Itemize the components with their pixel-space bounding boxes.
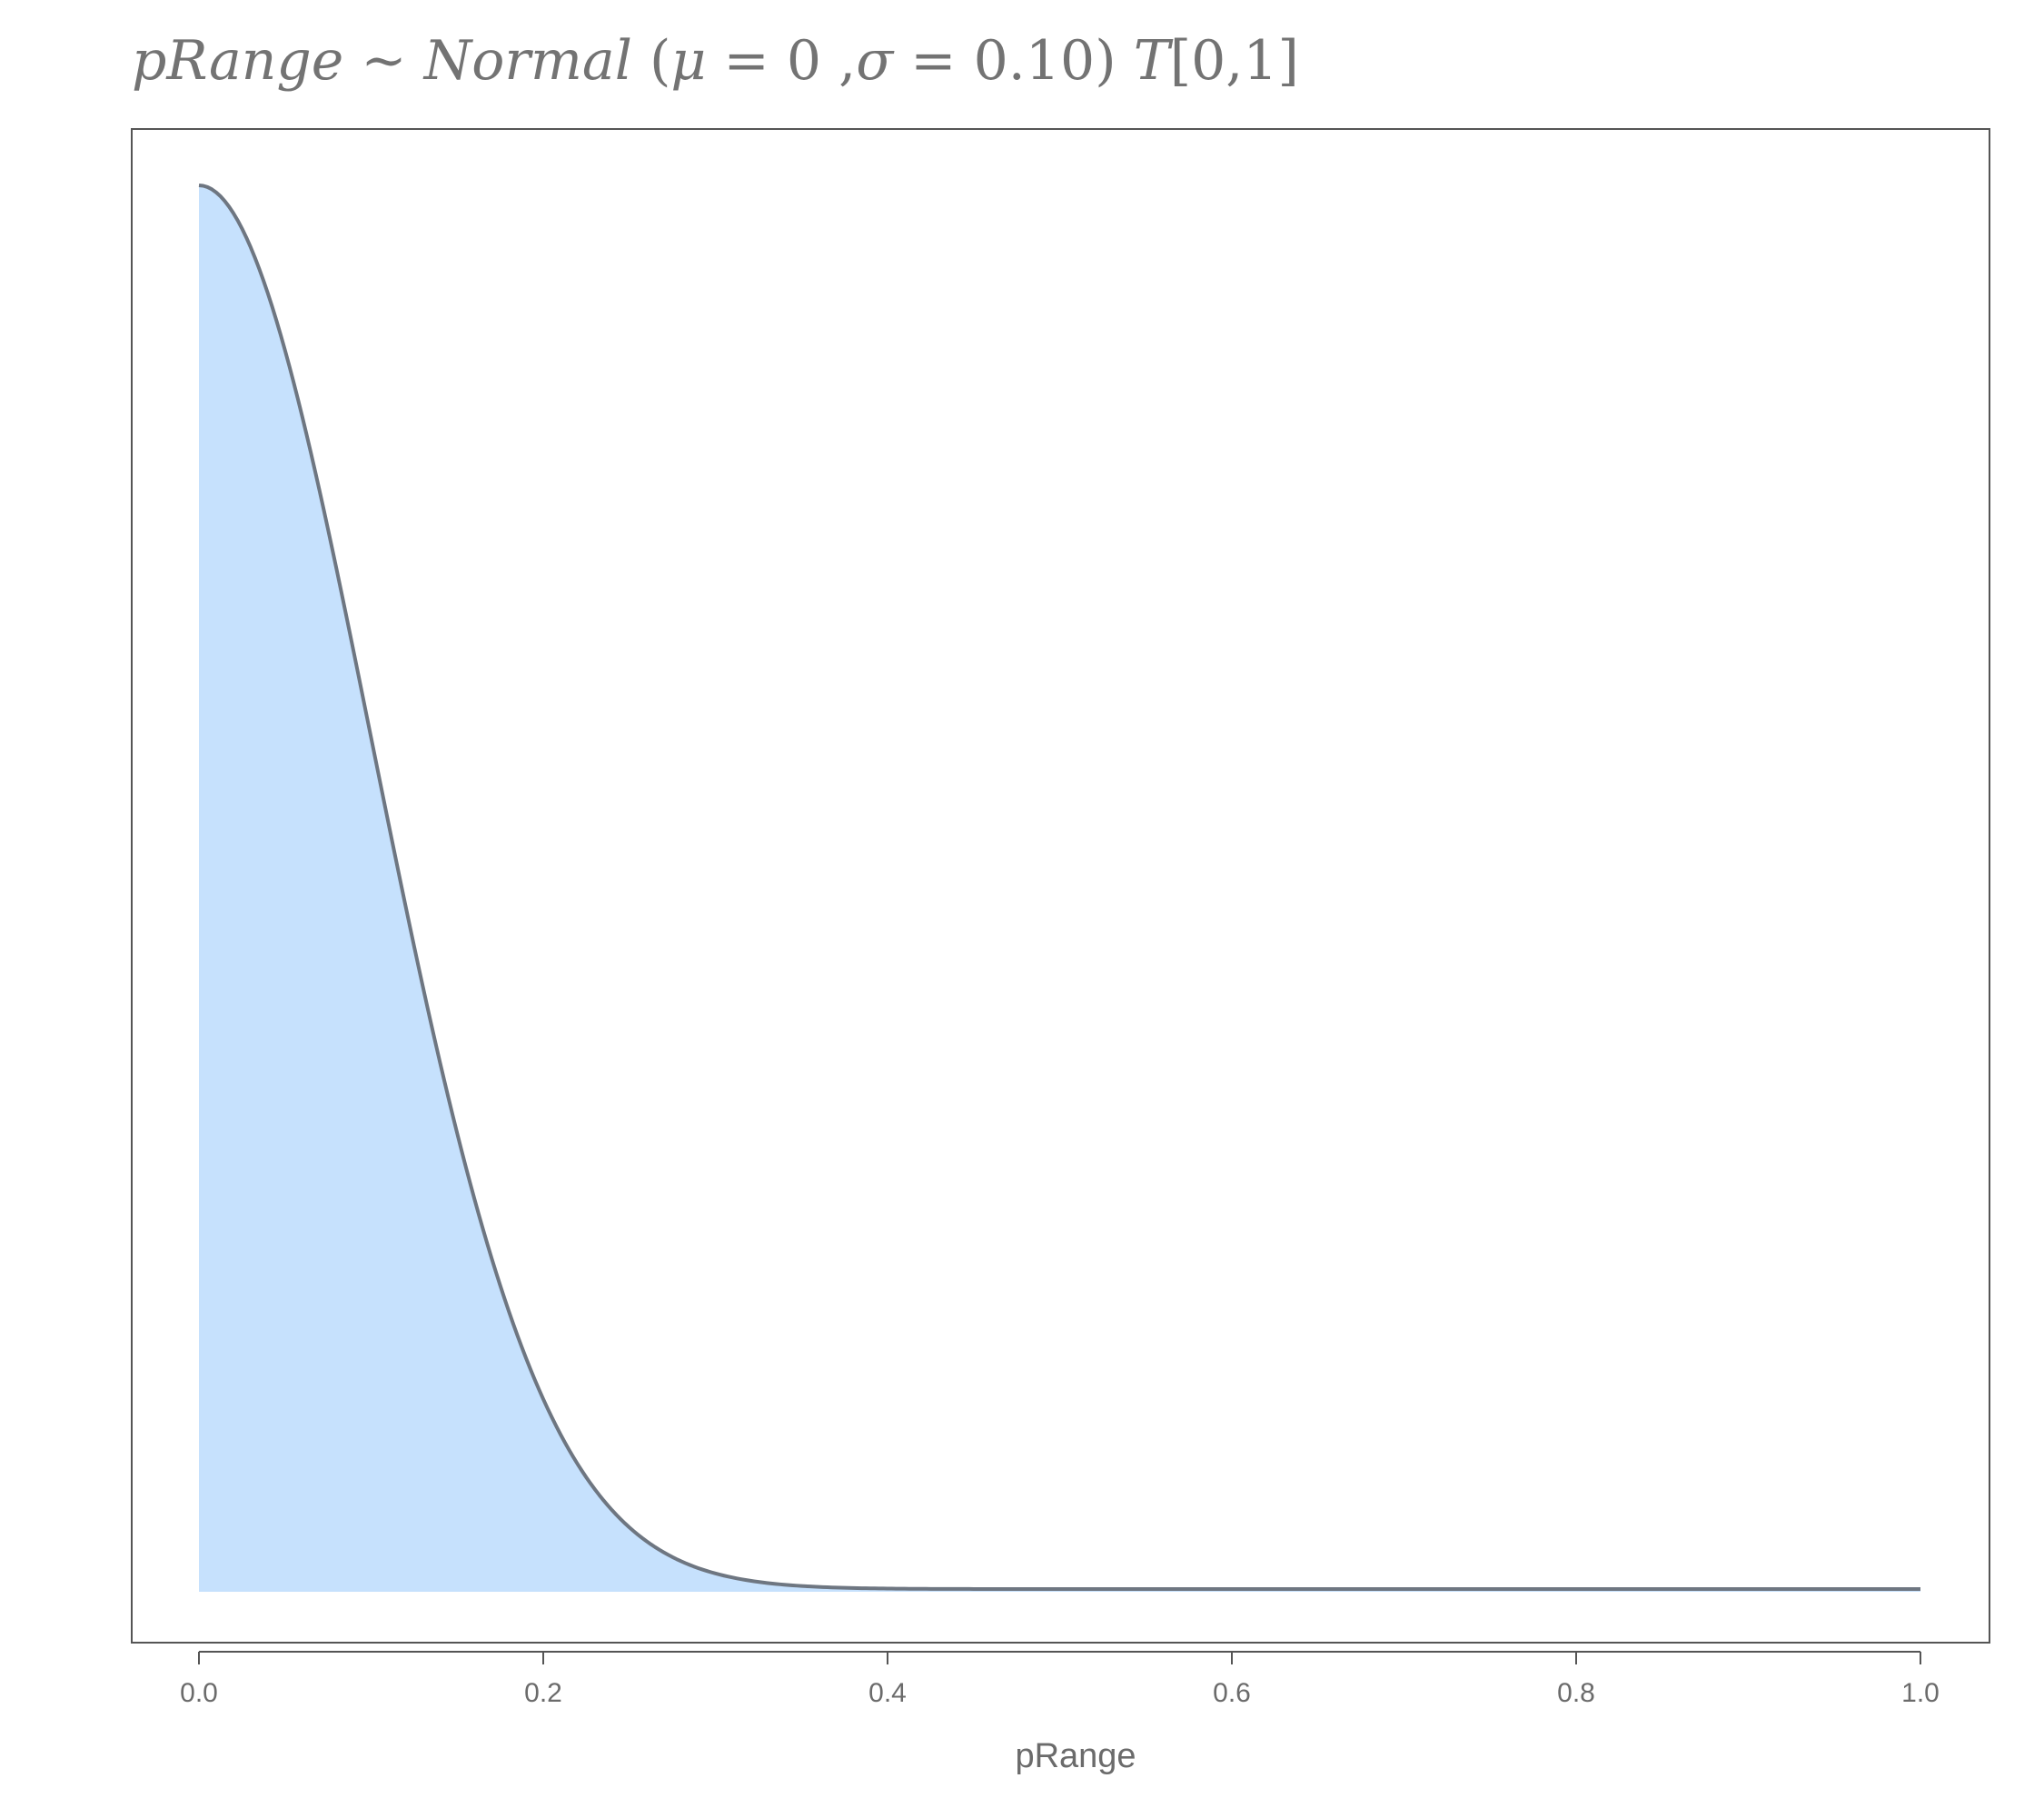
title-distribution: Normal (422, 29, 632, 93)
x-tick-label: 0.0 (180, 1678, 218, 1708)
x-axis: 0.0 0.2 0.4 0.6 0.8 1.0 (180, 1651, 1940, 1708)
x-axis-label: pRange (1015, 1737, 1136, 1775)
title-tilde: ~ (361, 29, 406, 93)
title-variable: pRange (132, 29, 343, 93)
title-mu-value: 0 (787, 29, 821, 93)
title-sigma-symbol: σ (856, 29, 895, 93)
density-area (199, 185, 1920, 1592)
title-truncation-symbol: T (1134, 29, 1174, 93)
title-equals-2: = (910, 29, 956, 93)
x-tick-label: 0.8 (1557, 1678, 1595, 1708)
title-truncation-bounds: [0,1] (1170, 29, 1299, 93)
title-close-paren: ) (1095, 29, 1116, 93)
title-comma: , (838, 29, 856, 93)
title-equals-1: = (723, 29, 769, 93)
chart-title: pRange ~ Normal (μ = 0 ,σ = 0.10) T[0,1] (132, 29, 1299, 93)
x-tick-label: 0.4 (868, 1678, 907, 1708)
plot-frame (131, 128, 1990, 1644)
x-tick-label: 0.2 (524, 1678, 562, 1708)
density-curve (198, 184, 1920, 1591)
x-tick-label: 0.6 (1213, 1678, 1251, 1708)
title-open-paren: ( (650, 29, 670, 93)
x-tick-label: 1.0 (1901, 1678, 1940, 1708)
title-sigma-value: 0.10 (974, 29, 1096, 93)
title-mu-symbol: μ (670, 29, 706, 93)
